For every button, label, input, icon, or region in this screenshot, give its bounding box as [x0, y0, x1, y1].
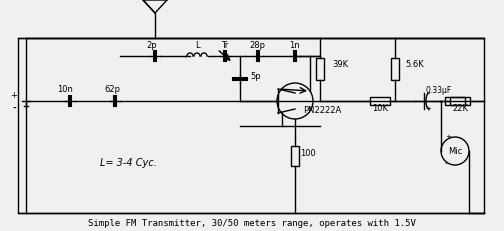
- Text: 2p: 2p: [147, 41, 157, 50]
- Text: 22K: 22K: [452, 104, 468, 113]
- Bar: [18, 38, 484, 213]
- Text: +: +: [445, 134, 451, 140]
- Text: -: -: [12, 104, 16, 113]
- Bar: [291, 146, 299, 166]
- Bar: [445, 97, 465, 105]
- Text: +: +: [11, 91, 18, 100]
- Text: 62p: 62p: [104, 85, 120, 94]
- Bar: [391, 58, 399, 80]
- Text: PN2222A: PN2222A: [303, 106, 341, 115]
- Text: 100: 100: [300, 149, 316, 158]
- Text: 10K: 10K: [372, 104, 388, 113]
- Text: 1n: 1n: [289, 41, 299, 50]
- Text: +: +: [425, 106, 431, 112]
- Text: L= 3-4 Cyc.: L= 3-4 Cyc.: [100, 158, 157, 168]
- Text: 10n: 10n: [57, 85, 73, 94]
- Text: 5p: 5p: [250, 72, 261, 81]
- Text: Tr: Tr: [221, 41, 229, 50]
- Text: Simple FM Transmitter, 30/50 meters range, operates with 1.5V: Simple FM Transmitter, 30/50 meters rang…: [88, 219, 416, 228]
- Text: 0.33μF: 0.33μF: [425, 86, 451, 95]
- Bar: [316, 58, 324, 80]
- Bar: [450, 97, 470, 105]
- Text: 5.6K: 5.6K: [405, 60, 424, 69]
- Text: 39K: 39K: [332, 60, 348, 69]
- Text: L: L: [195, 41, 199, 50]
- Text: 28p: 28p: [249, 41, 265, 50]
- Bar: [370, 97, 390, 105]
- Text: Mic: Mic: [448, 146, 462, 155]
- Text: -: -: [445, 160, 448, 166]
